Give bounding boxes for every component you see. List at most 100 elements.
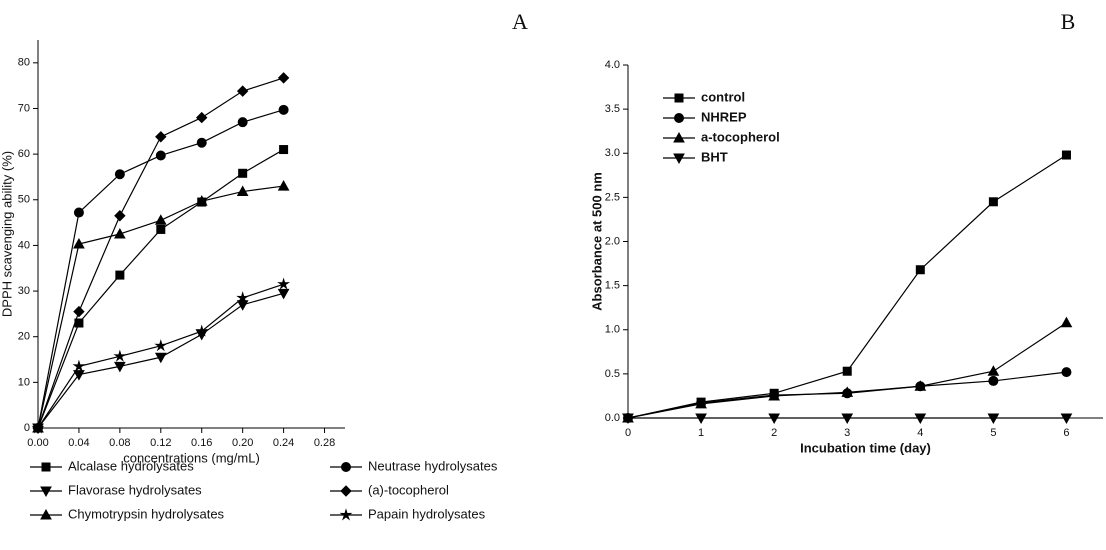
x-tick-label: 4 <box>917 427 923 439</box>
marker <box>196 137 207 148</box>
marker <box>695 413 707 425</box>
y-tick-label: 40 <box>18 239 30 251</box>
x-tick-label: 0.24 <box>273 437 294 449</box>
y-tick-label: 2.5 <box>605 191 620 203</box>
legend-marker <box>40 508 52 520</box>
marker <box>278 104 289 115</box>
legend-marker <box>340 485 352 497</box>
marker <box>114 361 126 373</box>
x-tick-label: 0.20 <box>232 437 253 449</box>
x-tick-label: 0.28 <box>314 437 335 449</box>
marker <box>114 227 126 239</box>
y-tick-label: 0 <box>24 422 30 434</box>
marker <box>72 359 86 372</box>
x-axis-label: Incubation time (day) <box>800 440 931 455</box>
marker <box>114 169 125 180</box>
legend-label: BHT <box>701 149 728 164</box>
marker <box>155 131 167 143</box>
x-tick-label: 0.08 <box>109 437 130 449</box>
marker <box>73 238 85 249</box>
marker <box>31 421 45 434</box>
legend-marker <box>674 93 684 103</box>
legend-label: Chymotrypsin hydrolysates <box>68 506 225 521</box>
legend-label: a-tocopherol <box>701 129 780 144</box>
y-tick-label: 2.0 <box>605 235 620 247</box>
x-tick-label: 0.16 <box>191 437 212 449</box>
marker <box>115 270 125 280</box>
x-tick-label: 3 <box>844 427 850 439</box>
marker <box>768 413 781 425</box>
marker <box>277 288 290 300</box>
marker <box>1061 367 1072 378</box>
y-tick-label: 20 <box>18 331 30 343</box>
marker <box>196 111 208 124</box>
marker <box>277 180 290 191</box>
x-axis-label: concentrations (mg/mL) <box>123 450 260 465</box>
series-line <box>37 77 284 429</box>
marker <box>236 185 249 197</box>
x-tick-label: 0.00 <box>27 437 48 449</box>
marker <box>73 370 85 381</box>
legend-marker <box>41 462 51 472</box>
marker <box>1060 316 1073 328</box>
marker <box>73 305 85 318</box>
legend-label: (a)-tocopherol <box>368 482 449 497</box>
y-axis-label: Absorbance at 500 nm <box>589 172 604 311</box>
marker <box>914 380 927 391</box>
legend-label: Papain hydrolysates <box>368 506 486 521</box>
marker <box>914 413 927 425</box>
marker <box>154 352 167 364</box>
y-tick-label: 0.5 <box>605 368 620 380</box>
legend-marker <box>674 113 684 123</box>
legend-label: Alcalase hydrolysates <box>68 458 194 473</box>
y-tick-label: 1.0 <box>605 324 620 336</box>
marker <box>1060 413 1073 425</box>
x-tick-label: 0 <box>625 427 631 439</box>
legend-marker <box>673 131 685 143</box>
marker <box>279 145 289 155</box>
marker <box>154 214 167 225</box>
legend-marker <box>339 508 353 521</box>
marker <box>1061 150 1071 160</box>
y-tick-label: 0.0 <box>605 412 620 424</box>
legend-label: Flavorase hydrolysates <box>68 482 202 497</box>
x-tick-label: 5 <box>990 427 996 439</box>
y-tick-label: 50 <box>18 194 30 206</box>
y-axis-label: DPPH scavenging ability (%) <box>0 151 14 317</box>
marker <box>988 375 999 386</box>
marker <box>73 207 84 218</box>
legend-marker <box>341 462 351 472</box>
marker <box>114 210 126 222</box>
y-tick-label: 4.0 <box>605 59 620 71</box>
marker <box>236 85 249 97</box>
marker <box>113 349 127 362</box>
y-tick-label: 3.0 <box>605 147 620 159</box>
panel-label: A <box>512 9 528 34</box>
y-tick-label: 70 <box>18 102 30 114</box>
y-tick-label: 80 <box>18 57 30 69</box>
x-tick-label: 6 <box>1063 427 1069 439</box>
marker <box>156 224 166 234</box>
marker <box>195 195 208 206</box>
marker <box>622 413 634 425</box>
marker <box>768 389 781 401</box>
marker <box>987 365 1000 376</box>
legend-label: control <box>701 89 745 104</box>
marker <box>237 117 248 128</box>
marker <box>238 168 248 178</box>
y-tick-label: 1.5 <box>605 280 620 292</box>
marker <box>987 413 1000 425</box>
marker <box>155 150 166 161</box>
x-tick-label: 2 <box>771 427 777 439</box>
y-tick-label: 30 <box>18 285 30 297</box>
y-tick-label: 60 <box>18 148 30 160</box>
marker <box>236 300 249 311</box>
panel-label: B <box>1061 9 1076 34</box>
marker <box>154 339 168 352</box>
legend-marker <box>40 486 52 498</box>
marker <box>236 291 250 304</box>
marker <box>277 277 291 290</box>
x-tick-label: 0.12 <box>150 437 171 449</box>
series-line <box>627 154 1067 419</box>
